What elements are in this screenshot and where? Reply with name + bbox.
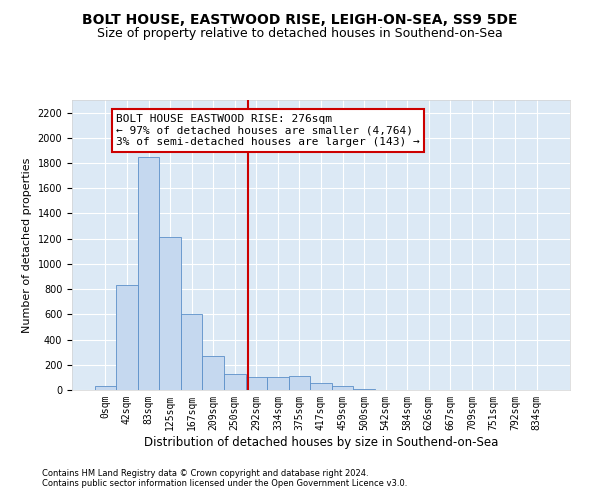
Bar bbox=[267, 377, 289, 390]
Text: Contains public sector information licensed under the Open Government Licence v3: Contains public sector information licen… bbox=[42, 478, 407, 488]
Text: BOLT HOUSE EASTWOOD RISE: 276sqm
← 97% of detached houses are smaller (4,764)
3%: BOLT HOUSE EASTWOOD RISE: 276sqm ← 97% o… bbox=[116, 114, 420, 147]
Bar bbox=[138, 156, 160, 390]
Bar bbox=[116, 286, 138, 390]
Text: BOLT HOUSE, EASTWOOD RISE, LEIGH-ON-SEA, SS9 5DE: BOLT HOUSE, EASTWOOD RISE, LEIGH-ON-SEA,… bbox=[82, 12, 518, 26]
Bar bbox=[224, 374, 245, 390]
Bar bbox=[95, 386, 116, 390]
Bar bbox=[289, 376, 310, 390]
X-axis label: Distribution of detached houses by size in Southend-on-Sea: Distribution of detached houses by size … bbox=[144, 436, 498, 448]
Bar bbox=[332, 386, 353, 390]
Text: Contains HM Land Registry data © Crown copyright and database right 2024.: Contains HM Land Registry data © Crown c… bbox=[42, 468, 368, 477]
Bar bbox=[160, 238, 181, 390]
Text: Size of property relative to detached houses in Southend-on-Sea: Size of property relative to detached ho… bbox=[97, 28, 503, 40]
Bar bbox=[202, 356, 224, 390]
Y-axis label: Number of detached properties: Number of detached properties bbox=[22, 158, 32, 332]
Bar bbox=[181, 314, 202, 390]
Bar bbox=[245, 378, 267, 390]
Bar bbox=[310, 383, 332, 390]
